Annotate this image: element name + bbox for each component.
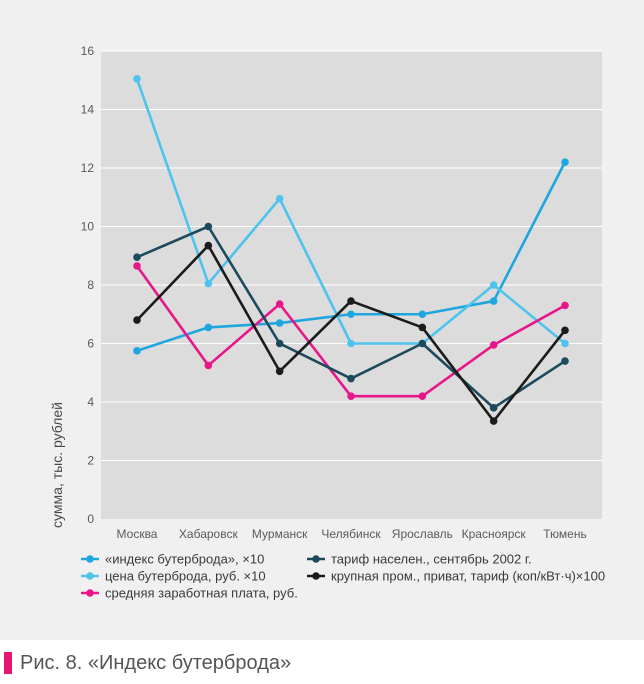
caption-marker xyxy=(4,652,12,674)
legend-swatch-dot xyxy=(86,589,94,597)
data-point xyxy=(133,253,141,262)
data-point xyxy=(275,339,284,348)
data-point xyxy=(489,281,498,289)
data-point xyxy=(489,297,498,305)
legend-label: «индекс бутерброда», ×10 xyxy=(105,552,264,567)
legend-swatch-dot xyxy=(86,572,94,580)
data-point xyxy=(275,367,284,376)
data-point xyxy=(561,301,569,310)
legend-swatch-dot xyxy=(312,555,320,563)
data-point xyxy=(489,341,498,349)
data-point xyxy=(275,194,284,203)
data-point xyxy=(133,316,141,324)
y-tick-label: 12 xyxy=(81,161,95,175)
data-point xyxy=(347,392,355,400)
data-point xyxy=(204,361,213,370)
data-point xyxy=(561,339,569,348)
y-tick-label: 4 xyxy=(87,395,94,409)
data-point xyxy=(561,158,569,166)
x-tick-label: Хабаровск xyxy=(179,527,239,541)
data-point xyxy=(133,347,141,355)
data-point xyxy=(489,417,498,425)
data-point xyxy=(418,323,427,332)
data-point xyxy=(418,339,427,348)
y-tick-label: 6 xyxy=(87,337,94,351)
legend-swatch-dot xyxy=(86,555,94,563)
legend-swatch-dot xyxy=(312,572,320,580)
x-tick-label: Тюмень xyxy=(543,527,586,541)
data-point xyxy=(489,404,498,412)
data-point xyxy=(418,310,427,319)
data-point xyxy=(204,241,213,250)
data-point xyxy=(204,279,213,288)
figure-panel: 0 2 4 6 8 10 12 14 16 Москва Хабаровск Мурманск Челя… xyxy=(0,0,644,640)
legend-label: цена бутерброда, руб. ×10 xyxy=(105,569,266,584)
x-tick-label: Красноярск xyxy=(462,527,527,541)
y-tick-label: 0 xyxy=(87,512,94,526)
data-point xyxy=(561,357,569,365)
data-point xyxy=(561,326,569,335)
y-tick-label: 8 xyxy=(87,278,94,292)
data-point xyxy=(133,74,141,83)
x-tick-label: Ярославль xyxy=(392,527,453,541)
data-point xyxy=(204,323,213,332)
y-tick-label: 2 xyxy=(87,454,94,468)
data-point xyxy=(275,300,284,308)
y-axis-title: сумма, тыс. рублей xyxy=(49,402,65,528)
x-tick-label: Мурманск xyxy=(252,527,308,541)
legend-label: тариф населен., сентябрь 2002 г. xyxy=(331,552,532,567)
y-tick-label: 10 xyxy=(81,220,95,234)
data-point xyxy=(347,297,355,305)
data-point xyxy=(347,310,355,319)
data-point xyxy=(275,319,284,327)
x-tick-label: Москва xyxy=(117,527,158,541)
data-point xyxy=(133,262,141,270)
data-point xyxy=(347,339,355,348)
figure-caption: Рис. 8. «Индекс бутерброда» xyxy=(0,648,291,678)
caption-text: Рис. 8. «Индекс бутерброда» xyxy=(20,651,292,674)
data-point xyxy=(418,392,427,400)
x-tick-label: Челябинск xyxy=(321,527,381,541)
y-tick-label: 16 xyxy=(81,44,95,58)
y-tick-label: 14 xyxy=(81,103,95,117)
data-point xyxy=(347,374,355,383)
line-chart: 0 2 4 6 8 10 12 14 16 Москва Хабаровск Мурманск Челя… xyxy=(49,44,605,601)
legend-label: средняя заработная плата, руб. xyxy=(105,586,298,601)
data-point xyxy=(204,222,213,231)
legend-label: крупная пром., приват, тариф (коп/кВт·ч)… xyxy=(331,569,605,584)
